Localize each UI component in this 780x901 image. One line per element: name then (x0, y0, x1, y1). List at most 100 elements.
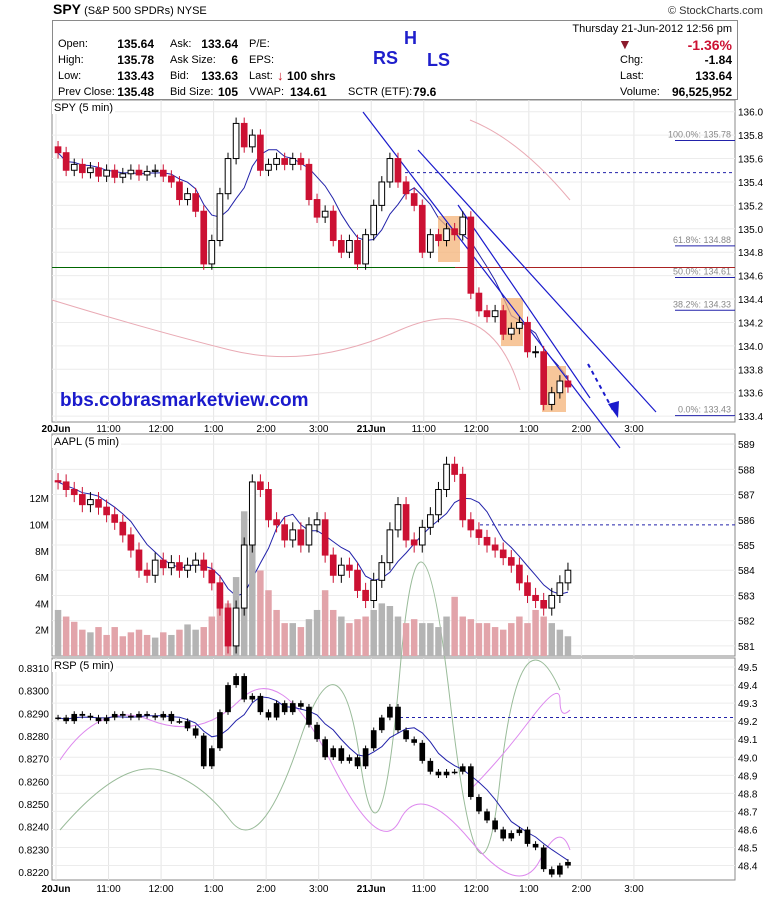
rsp-bar (119, 713, 126, 716)
eps-label: EPS: (249, 54, 275, 66)
rsp-bar (306, 706, 312, 725)
y-tick-label: 48.5 (738, 844, 758, 855)
candle-body (70, 489, 78, 496)
rsp-bar (168, 713, 175, 722)
y-tick-label: 134.0 (738, 342, 763, 353)
candle-body (370, 579, 378, 601)
candle-body (305, 163, 313, 201)
y-tick-label: 135.0 (738, 225, 763, 236)
x-tick-label: 20Jun (42, 424, 71, 435)
candle-body (143, 170, 151, 176)
volume-bar (119, 636, 127, 656)
volume-bar (160, 632, 167, 656)
rsp-bar (338, 748, 345, 761)
y-tick-label: 588 (738, 465, 755, 476)
volume-bar (79, 629, 86, 656)
pe-label: P/E: (249, 38, 270, 50)
x-tick-label: 20Jun (42, 884, 71, 895)
annotation-h: H (404, 28, 417, 48)
candle-body (532, 594, 539, 601)
candle-body (540, 351, 548, 405)
ask-size-label: Ask Size: (170, 54, 216, 66)
candle-body (418, 204, 426, 253)
spy-panel-title: SPY (5 min) (52, 102, 116, 114)
volume-bar (394, 616, 402, 656)
rsp-bar (152, 715, 159, 718)
y-tick-label: 48.4 (738, 862, 758, 873)
volume-bar (516, 616, 523, 656)
volume-label: Volume: (620, 86, 660, 98)
rsp-panel-title: RSP (5 min) (52, 660, 116, 672)
candle-body (499, 549, 507, 559)
candle-body (192, 193, 199, 212)
candle-body (208, 240, 216, 265)
down-arrow-icon: ↓ (277, 68, 284, 83)
candle-body (507, 557, 515, 566)
volume-bar (111, 627, 118, 656)
candle-body (394, 158, 402, 183)
candle-body (475, 292, 483, 312)
last2-label: Last: (620, 70, 644, 82)
candle-body (305, 524, 313, 546)
y-tick-label: 48.9 (738, 771, 758, 782)
candle-body (386, 529, 394, 564)
candle-body (168, 175, 175, 183)
candle-body (62, 481, 70, 491)
candle-body (208, 569, 216, 584)
candle-body (159, 559, 167, 569)
rsp-bar (128, 715, 134, 718)
candle-body (524, 321, 531, 353)
candle-body (297, 529, 305, 546)
vwap-label: VWAP: (249, 86, 285, 98)
x-tick-label: 11:00 (412, 884, 437, 895)
y-tick-label: 48.7 (738, 807, 758, 818)
candle-body (240, 544, 248, 609)
rsp-bar (354, 757, 361, 767)
volume-bar (338, 616, 345, 656)
volume-bar (305, 619, 313, 656)
volume-bar (297, 627, 305, 656)
x-tick-label: 21Jun (357, 884, 386, 895)
moving-average-line (57, 696, 569, 861)
last-value: 133.64 (695, 69, 732, 83)
candle-body (265, 163, 272, 171)
rsp-bar (225, 685, 231, 713)
x-tick-label: 1:00 (519, 884, 539, 895)
ask-label: Ask: (170, 38, 192, 50)
rsp-bar (71, 713, 78, 722)
rsp-bar (111, 713, 118, 718)
rsp-bar (144, 713, 150, 716)
volume-bar (257, 570, 264, 656)
y-tick-label: 135.4 (738, 178, 763, 189)
candle-body (143, 569, 151, 576)
candle-body (111, 514, 119, 523)
low-label: Low: (58, 70, 82, 82)
volume-bar (95, 627, 102, 656)
candle-body (435, 489, 442, 516)
volume-tick-label: 12M (30, 494, 49, 505)
rsp-bar (63, 717, 69, 722)
moving-average-line (57, 481, 569, 597)
left-tick-label: 0.8270 (18, 755, 49, 766)
volume-bar (249, 517, 256, 656)
candle-body (119, 173, 127, 178)
volume-tick-label: 4M (35, 599, 49, 610)
vwap-value: 134.61 (290, 85, 327, 99)
bid-size-label: Bid Size: (170, 86, 214, 98)
ask-size-value: 6 (231, 53, 238, 67)
left-tick-label: 0.8300 (18, 687, 49, 698)
y-tick-label: 581 (738, 642, 755, 653)
y-tick-label: 49.4 (738, 681, 758, 692)
x-tick-label: 2:00 (572, 884, 592, 895)
y-tick-label: 49.2 (738, 717, 758, 728)
x-tick-label: 1:00 (204, 884, 224, 895)
candle-body (427, 234, 434, 253)
candle-body (370, 204, 378, 236)
left-tick-label: 0.8290 (18, 709, 49, 720)
y-tick-label: 582 (738, 617, 755, 628)
volume-tick-label: 2M (35, 626, 49, 637)
left-tick-label: 0.8250 (18, 800, 49, 811)
candle-body (200, 559, 208, 571)
candle-body (354, 240, 361, 265)
candle-body (273, 519, 280, 526)
